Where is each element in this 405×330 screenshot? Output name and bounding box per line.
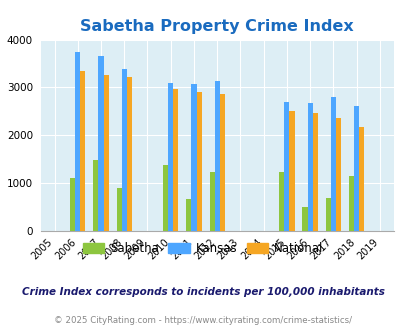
Bar xyxy=(325,198,330,231)
Bar xyxy=(219,94,224,231)
Bar xyxy=(126,78,132,231)
Bar xyxy=(348,177,353,231)
Bar xyxy=(353,106,358,231)
Title: Sabetha Property Crime Index: Sabetha Property Crime Index xyxy=(80,19,353,34)
Text: © 2025 CityRating.com - https://www.cityrating.com/crime-statistics/: © 2025 CityRating.com - https://www.city… xyxy=(54,316,351,325)
Bar xyxy=(163,165,168,231)
Bar xyxy=(302,207,307,231)
Bar xyxy=(279,172,284,231)
Bar xyxy=(116,188,121,231)
Bar xyxy=(307,103,312,231)
Bar xyxy=(214,81,219,231)
Bar xyxy=(284,102,289,231)
Bar xyxy=(289,111,294,231)
Bar xyxy=(186,199,191,231)
Bar xyxy=(70,178,75,231)
Bar xyxy=(335,117,340,231)
Bar xyxy=(173,89,178,231)
Bar xyxy=(209,172,214,231)
Bar xyxy=(93,160,98,231)
Bar xyxy=(75,51,80,231)
Bar xyxy=(358,127,363,231)
Bar xyxy=(330,97,335,231)
Bar xyxy=(312,113,317,231)
Legend: Sabetha, Kansas, National: Sabetha, Kansas, National xyxy=(78,237,327,260)
Text: Crime Index corresponds to incidents per 100,000 inhabitants: Crime Index corresponds to incidents per… xyxy=(21,287,384,297)
Bar xyxy=(168,83,173,231)
Bar xyxy=(103,76,109,231)
Bar xyxy=(191,83,196,231)
Bar xyxy=(80,71,85,231)
Bar xyxy=(122,69,126,231)
Bar xyxy=(98,56,103,231)
Bar xyxy=(196,92,201,231)
